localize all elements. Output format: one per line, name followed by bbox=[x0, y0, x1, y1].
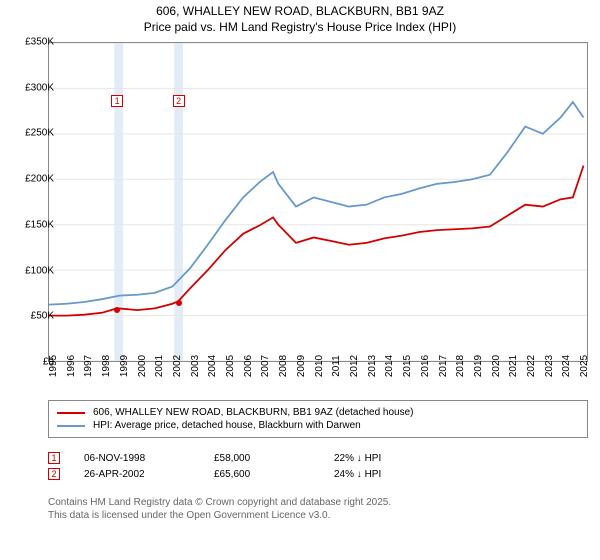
footer-line2: This data is licensed under the Open Gov… bbox=[48, 509, 391, 522]
xtick-label: 2025 bbox=[579, 355, 590, 377]
xtick-label: 2017 bbox=[438, 355, 449, 377]
sale-row: 1 06-NOV-1998 £58,000 22% ↓ HPI bbox=[48, 452, 588, 464]
sale-price: £65,600 bbox=[214, 469, 294, 480]
xtick-label: 2000 bbox=[137, 355, 148, 377]
legend-swatch bbox=[57, 412, 85, 414]
xtick-label: 1998 bbox=[101, 355, 112, 377]
xtick-label: 2002 bbox=[172, 355, 183, 377]
xtick-label: 2018 bbox=[455, 355, 466, 377]
sale-date: 06-NOV-1998 bbox=[84, 453, 174, 464]
xtick-label: 2014 bbox=[384, 355, 395, 377]
xtick-label: 2010 bbox=[314, 355, 325, 377]
xtick-label: 2019 bbox=[473, 355, 484, 377]
xtick-label: 2006 bbox=[243, 355, 254, 377]
legend-label: 606, WHALLEY NEW ROAD, BLACKBURN, BB1 9A… bbox=[93, 407, 414, 418]
xtick-label: 2005 bbox=[225, 355, 236, 377]
footer-attribution: Contains HM Land Registry data © Crown c… bbox=[48, 496, 391, 522]
sale-marker-dot bbox=[176, 300, 182, 306]
sale-marker-box: 1 bbox=[111, 95, 123, 107]
sale-hpi-diff: 22% ↓ HPI bbox=[334, 453, 434, 464]
ytick-label: £250K bbox=[25, 128, 54, 139]
line-price-paid bbox=[49, 166, 584, 316]
xtick-label: 2013 bbox=[367, 355, 378, 377]
legend-row: HPI: Average price, detached house, Blac… bbox=[57, 420, 579, 431]
plot-area: 12 bbox=[48, 42, 588, 362]
xtick-label: 2004 bbox=[207, 355, 218, 377]
ytick-label: £350K bbox=[25, 37, 54, 48]
xtick-label: 2007 bbox=[260, 355, 271, 377]
sale-date: 26-APR-2002 bbox=[84, 469, 174, 480]
ytick-label: £200K bbox=[25, 174, 54, 185]
title-address: 606, WHALLEY NEW ROAD, BLACKBURN, BB1 9A… bbox=[0, 4, 600, 20]
sales-table: 1 06-NOV-1998 £58,000 22% ↓ HPI 2 26-APR-2002… bbox=[48, 448, 588, 484]
sale-row-marker: 2 bbox=[48, 468, 60, 480]
xtick-label: 2009 bbox=[296, 355, 307, 377]
xtick-label: 1995 bbox=[48, 355, 59, 377]
ytick-label: £300K bbox=[25, 82, 54, 93]
legend-label: HPI: Average price, detached house, Blac… bbox=[93, 420, 361, 431]
line-hpi bbox=[49, 102, 584, 305]
xtick-label: 2008 bbox=[278, 355, 289, 377]
sale-row: 2 26-APR-2002 £65,600 24% ↓ HPI bbox=[48, 468, 588, 480]
sale-row-marker: 1 bbox=[48, 452, 60, 464]
footer-line1: Contains HM Land Registry data © Crown c… bbox=[48, 496, 391, 509]
ytick-label: £150K bbox=[25, 219, 54, 230]
legend-swatch bbox=[57, 425, 85, 427]
xtick-label: 2015 bbox=[402, 355, 413, 377]
sale-marker-dot bbox=[114, 307, 120, 313]
xtick-label: 2011 bbox=[331, 355, 342, 377]
xtick-label: 1999 bbox=[119, 355, 130, 377]
xtick-label: 1997 bbox=[83, 355, 94, 377]
xtick-label: 2021 bbox=[508, 355, 519, 377]
sale-price: £58,000 bbox=[214, 453, 294, 464]
legend-row: 606, WHALLEY NEW ROAD, BLACKBURN, BB1 9A… bbox=[57, 407, 579, 418]
legend: 606, WHALLEY NEW ROAD, BLACKBURN, BB1 9A… bbox=[48, 400, 588, 438]
xtick-label: 2023 bbox=[544, 355, 555, 377]
chart-container: 606, WHALLEY NEW ROAD, BLACKBURN, BB1 9A… bbox=[0, 0, 600, 560]
xtick-label: 2022 bbox=[526, 355, 537, 377]
xtick-label: 2016 bbox=[420, 355, 431, 377]
xtick-label: 1996 bbox=[66, 355, 77, 377]
sale-marker-box: 2 bbox=[173, 95, 185, 107]
chart-titles: 606, WHALLEY NEW ROAD, BLACKBURN, BB1 9A… bbox=[0, 0, 600, 35]
chart-svg bbox=[49, 43, 587, 361]
xtick-label: 2020 bbox=[491, 355, 502, 377]
ytick-label: £100K bbox=[25, 265, 54, 276]
ytick-label: £50K bbox=[31, 311, 54, 322]
xtick-label: 2012 bbox=[349, 355, 360, 377]
xtick-label: 2003 bbox=[190, 355, 201, 377]
xtick-label: 2024 bbox=[561, 355, 572, 377]
sale-hpi-diff: 24% ↓ HPI bbox=[334, 469, 434, 480]
title-subtitle: Price paid vs. HM Land Registry's House … bbox=[0, 20, 600, 36]
xtick-label: 2001 bbox=[154, 355, 165, 377]
